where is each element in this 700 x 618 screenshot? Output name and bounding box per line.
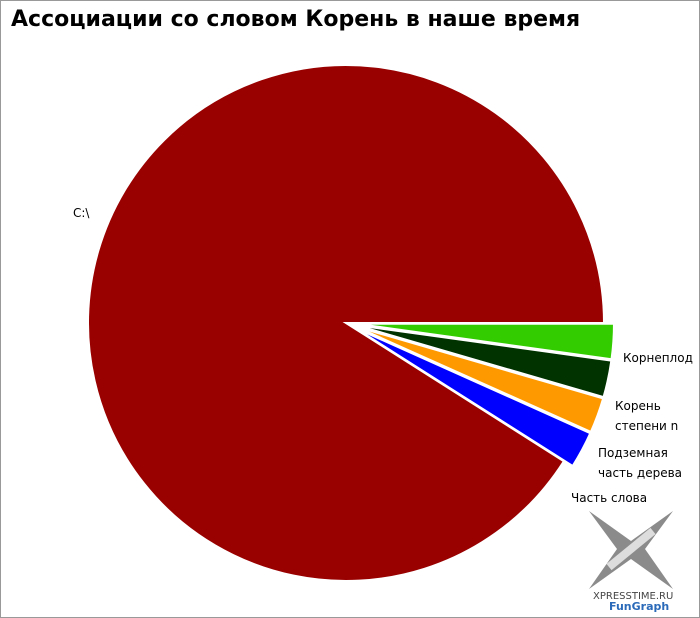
slice-label: Корень степени n (615, 399, 679, 433)
chart-title: Ассоциации со словом Корень в наше время (11, 7, 581, 32)
slice-label: Подземная часть дерева (598, 446, 683, 480)
watermark-brand: FunGraph (609, 600, 669, 613)
pie-slice (354, 326, 592, 468)
pie-slice (354, 325, 605, 434)
pie-slice (355, 324, 613, 399)
slice-label: Корнеплод (623, 351, 693, 365)
pie-slice (355, 322, 615, 361)
pie-slice (87, 64, 606, 582)
watermark-text: XPRESSTIME.RU (593, 591, 673, 602)
slice-label: C:\ (73, 206, 90, 220)
watermark-logo (589, 511, 673, 589)
slice-label: Часть слова (571, 491, 648, 505)
